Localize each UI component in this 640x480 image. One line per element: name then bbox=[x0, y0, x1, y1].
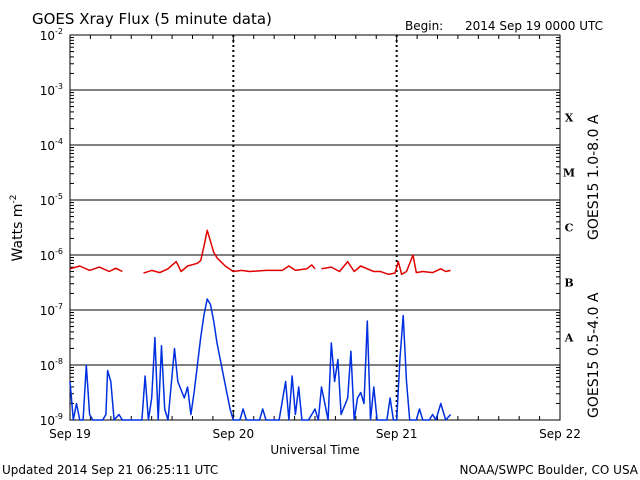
y-tick-label: 10-5 bbox=[40, 192, 63, 208]
y-tick-label: 10-3 bbox=[40, 82, 63, 98]
y-tick-label: 10-9 bbox=[40, 412, 63, 428]
x-tick-label: Sep 20 bbox=[212, 427, 254, 441]
x-tick-label: Sep 19 bbox=[49, 427, 91, 441]
series-label-short: GOES15 0.5-4.0 A bbox=[586, 292, 602, 418]
flare-class-label: X bbox=[565, 112, 574, 125]
series-line-0 bbox=[321, 254, 451, 276]
x-tick-label: Sep 22 bbox=[539, 427, 581, 441]
grid-lines bbox=[70, 35, 560, 420]
updated-text: Updated 2014 Sep 21 06:25:11 UTC bbox=[2, 463, 218, 477]
begin-label: Begin: bbox=[405, 19, 443, 33]
x-tick-labels: Sep 19 Sep 20 Sep 21 Sep 22 bbox=[49, 427, 581, 441]
y-axis-label-text: Watts m bbox=[10, 204, 26, 262]
y-axis-label: Watts m-2 bbox=[9, 195, 26, 262]
plot-frame bbox=[69, 34, 561, 421]
y-axis-label-sup: -2 bbox=[9, 195, 19, 204]
credit-text: NOAA/SWPC Boulder, CO USA bbox=[460, 463, 639, 477]
x-tick-label: Sep 21 bbox=[376, 427, 418, 441]
svg-text:Watts m-2: Watts m-2 bbox=[9, 195, 26, 262]
flare-class-label: M bbox=[563, 167, 575, 180]
y-tick-label: 10-8 bbox=[40, 357, 63, 373]
series-line-1 bbox=[69, 298, 452, 421]
series-label-long: GOES15 1.0-8.0 A bbox=[586, 114, 602, 240]
series-lines bbox=[69, 229, 452, 421]
y-tick-labels: 10-2 10-3 10-4 10-5 10-6 10-7 10-8 10-9 bbox=[40, 27, 63, 428]
flare-class-label: A bbox=[564, 332, 574, 345]
begin-value: 2014 Sep 19 0000 UTC bbox=[465, 19, 603, 33]
series-line-0 bbox=[143, 229, 316, 274]
series-line-0 bbox=[69, 265, 123, 273]
y-tick-label: 10-6 bbox=[40, 247, 63, 263]
flare-class-labels: X M C B A bbox=[563, 112, 575, 345]
axis-ticks bbox=[69, 35, 561, 420]
chart-title: GOES Xray Flux (5 minute data) bbox=[32, 10, 272, 28]
y-tick-label: 10-2 bbox=[40, 27, 63, 43]
y-tick-label: 10-7 bbox=[40, 302, 63, 318]
flare-class-label: C bbox=[565, 222, 574, 235]
x-axis-label: Universal Time bbox=[270, 443, 359, 457]
flare-class-label: B bbox=[564, 277, 573, 290]
y-tick-label: 10-4 bbox=[40, 137, 63, 153]
